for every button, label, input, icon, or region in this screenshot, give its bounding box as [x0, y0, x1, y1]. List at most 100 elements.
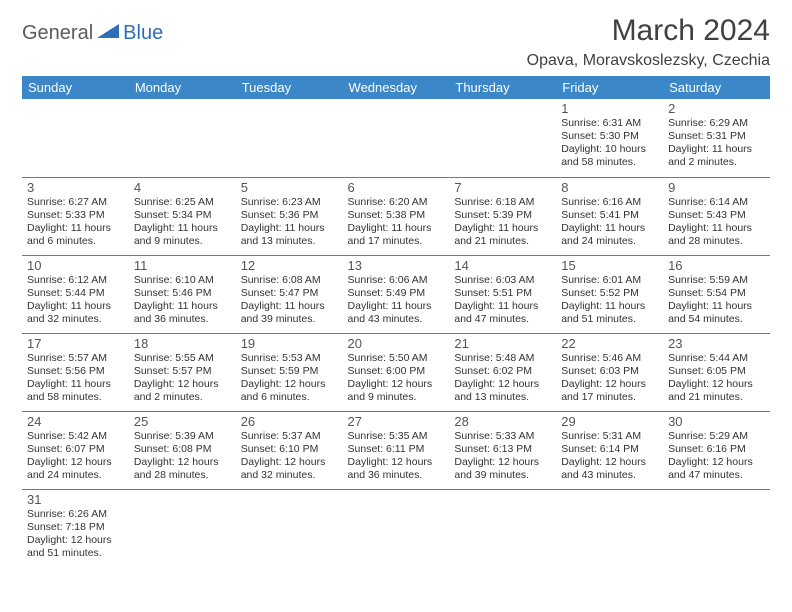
sunrise-text: Sunrise: 6:14 AM — [668, 196, 765, 209]
calendar-cell — [449, 99, 556, 177]
daylight-text: Daylight: 12 hours and 6 minutes. — [241, 378, 338, 404]
daylight-text: Daylight: 11 hours and 9 minutes. — [134, 222, 231, 248]
daylight-text: Daylight: 12 hours and 2 minutes. — [134, 378, 231, 404]
calendar-row: 3Sunrise: 6:27 AMSunset: 5:33 PMDaylight… — [22, 177, 770, 255]
sunset-text: Sunset: 5:34 PM — [134, 209, 231, 222]
calendar-cell: 22Sunrise: 5:46 AMSunset: 6:03 PMDayligh… — [556, 333, 663, 411]
day-number: 28 — [454, 414, 551, 429]
day-number: 9 — [668, 180, 765, 195]
sunset-text: Sunset: 5:59 PM — [241, 365, 338, 378]
sunrise-text: Sunrise: 5:48 AM — [454, 352, 551, 365]
day-number: 21 — [454, 336, 551, 351]
calendar-cell — [663, 489, 770, 567]
sunset-text: Sunset: 6:05 PM — [668, 365, 765, 378]
calendar-cell: 31Sunrise: 6:26 AMSunset: 7:18 PMDayligh… — [22, 489, 129, 567]
daylight-text: Daylight: 11 hours and 6 minutes. — [27, 222, 124, 248]
daylight-text: Daylight: 11 hours and 24 minutes. — [561, 222, 658, 248]
calendar-cell — [129, 489, 236, 567]
calendar-cell: 10Sunrise: 6:12 AMSunset: 5:44 PMDayligh… — [22, 255, 129, 333]
sunrise-text: Sunrise: 5:37 AM — [241, 430, 338, 443]
weekday-header-row: Sunday Monday Tuesday Wednesday Thursday… — [22, 76, 770, 99]
calendar-cell: 16Sunrise: 5:59 AMSunset: 5:54 PMDayligh… — [663, 255, 770, 333]
day-number: 23 — [668, 336, 765, 351]
calendar-cell: 26Sunrise: 5:37 AMSunset: 6:10 PMDayligh… — [236, 411, 343, 489]
day-number: 11 — [134, 258, 231, 273]
sunrise-text: Sunrise: 6:08 AM — [241, 274, 338, 287]
day-number: 7 — [454, 180, 551, 195]
calendar-cell: 13Sunrise: 6:06 AMSunset: 5:49 PMDayligh… — [343, 255, 450, 333]
month-title: March 2024 — [527, 14, 770, 48]
daylight-text: Daylight: 12 hours and 13 minutes. — [454, 378, 551, 404]
sunrise-text: Sunrise: 5:55 AM — [134, 352, 231, 365]
daylight-text: Daylight: 12 hours and 39 minutes. — [454, 456, 551, 482]
daylight-text: Daylight: 12 hours and 51 minutes. — [27, 534, 124, 560]
sunrise-text: Sunrise: 6:01 AM — [561, 274, 658, 287]
day-number: 24 — [27, 414, 124, 429]
sunrise-text: Sunrise: 6:03 AM — [454, 274, 551, 287]
calendar-cell: 1Sunrise: 6:31 AMSunset: 5:30 PMDaylight… — [556, 99, 663, 177]
calendar-body: 1Sunrise: 6:31 AMSunset: 5:30 PMDaylight… — [22, 99, 770, 567]
sunset-text: Sunset: 7:18 PM — [27, 521, 124, 534]
sunrise-text: Sunrise: 5:50 AM — [348, 352, 445, 365]
sunrise-text: Sunrise: 5:33 AM — [454, 430, 551, 443]
sunrise-text: Sunrise: 5:42 AM — [27, 430, 124, 443]
logo: General Blue — [22, 14, 163, 45]
day-number: 25 — [134, 414, 231, 429]
day-number: 19 — [241, 336, 338, 351]
sunrise-text: Sunrise: 5:53 AM — [241, 352, 338, 365]
calendar-row: 10Sunrise: 6:12 AMSunset: 5:44 PMDayligh… — [22, 255, 770, 333]
weekday-header: Saturday — [663, 76, 770, 99]
daylight-text: Daylight: 11 hours and 36 minutes. — [134, 300, 231, 326]
logo-text-general: General — [22, 22, 93, 45]
calendar-cell: 29Sunrise: 5:31 AMSunset: 6:14 PMDayligh… — [556, 411, 663, 489]
day-number: 15 — [561, 258, 658, 273]
sunset-text: Sunset: 5:39 PM — [454, 209, 551, 222]
calendar-cell: 17Sunrise: 5:57 AMSunset: 5:56 PMDayligh… — [22, 333, 129, 411]
sunset-text: Sunset: 5:44 PM — [27, 287, 124, 300]
daylight-text: Daylight: 11 hours and 32 minutes. — [27, 300, 124, 326]
calendar-cell — [22, 99, 129, 177]
title-block: March 2024 Opava, Moravskoslezsky, Czech… — [527, 14, 770, 70]
sunset-text: Sunset: 6:16 PM — [668, 443, 765, 456]
header: General Blue March 2024 Opava, Moravskos… — [22, 14, 770, 70]
logo-text-blue: Blue — [123, 22, 163, 45]
calendar-row: 31Sunrise: 6:26 AMSunset: 7:18 PMDayligh… — [22, 489, 770, 567]
day-number: 4 — [134, 180, 231, 195]
sunset-text: Sunset: 5:43 PM — [668, 209, 765, 222]
day-number: 27 — [348, 414, 445, 429]
sunset-text: Sunset: 5:31 PM — [668, 130, 765, 143]
day-number: 30 — [668, 414, 765, 429]
calendar-cell: 12Sunrise: 6:08 AMSunset: 5:47 PMDayligh… — [236, 255, 343, 333]
daylight-text: Daylight: 12 hours and 28 minutes. — [134, 456, 231, 482]
daylight-text: Daylight: 12 hours and 43 minutes. — [561, 456, 658, 482]
day-number: 2 — [668, 101, 765, 116]
sunrise-text: Sunrise: 5:46 AM — [561, 352, 658, 365]
calendar-cell: 4Sunrise: 6:25 AMSunset: 5:34 PMDaylight… — [129, 177, 236, 255]
calendar-cell: 18Sunrise: 5:55 AMSunset: 5:57 PMDayligh… — [129, 333, 236, 411]
calendar-cell — [343, 99, 450, 177]
weekday-header: Friday — [556, 76, 663, 99]
calendar-cell — [236, 489, 343, 567]
sunset-text: Sunset: 5:38 PM — [348, 209, 445, 222]
weekday-header: Sunday — [22, 76, 129, 99]
day-number: 17 — [27, 336, 124, 351]
calendar-row: 17Sunrise: 5:57 AMSunset: 5:56 PMDayligh… — [22, 333, 770, 411]
calendar-cell: 9Sunrise: 6:14 AMSunset: 5:43 PMDaylight… — [663, 177, 770, 255]
sunrise-text: Sunrise: 6:06 AM — [348, 274, 445, 287]
day-number: 8 — [561, 180, 658, 195]
sunset-text: Sunset: 5:47 PM — [241, 287, 338, 300]
calendar-cell: 11Sunrise: 6:10 AMSunset: 5:46 PMDayligh… — [129, 255, 236, 333]
calendar-cell: 30Sunrise: 5:29 AMSunset: 6:16 PMDayligh… — [663, 411, 770, 489]
calendar-cell — [556, 489, 663, 567]
sunset-text: Sunset: 5:56 PM — [27, 365, 124, 378]
sunset-text: Sunset: 5:52 PM — [561, 287, 658, 300]
sunset-text: Sunset: 6:00 PM — [348, 365, 445, 378]
sunset-text: Sunset: 5:36 PM — [241, 209, 338, 222]
sunrise-text: Sunrise: 6:27 AM — [27, 196, 124, 209]
daylight-text: Daylight: 11 hours and 43 minutes. — [348, 300, 445, 326]
daylight-text: Daylight: 12 hours and 17 minutes. — [561, 378, 658, 404]
calendar-table: Sunday Monday Tuesday Wednesday Thursday… — [22, 76, 770, 567]
calendar-cell: 6Sunrise: 6:20 AMSunset: 5:38 PMDaylight… — [343, 177, 450, 255]
sunrise-text: Sunrise: 6:18 AM — [454, 196, 551, 209]
sunrise-text: Sunrise: 5:31 AM — [561, 430, 658, 443]
